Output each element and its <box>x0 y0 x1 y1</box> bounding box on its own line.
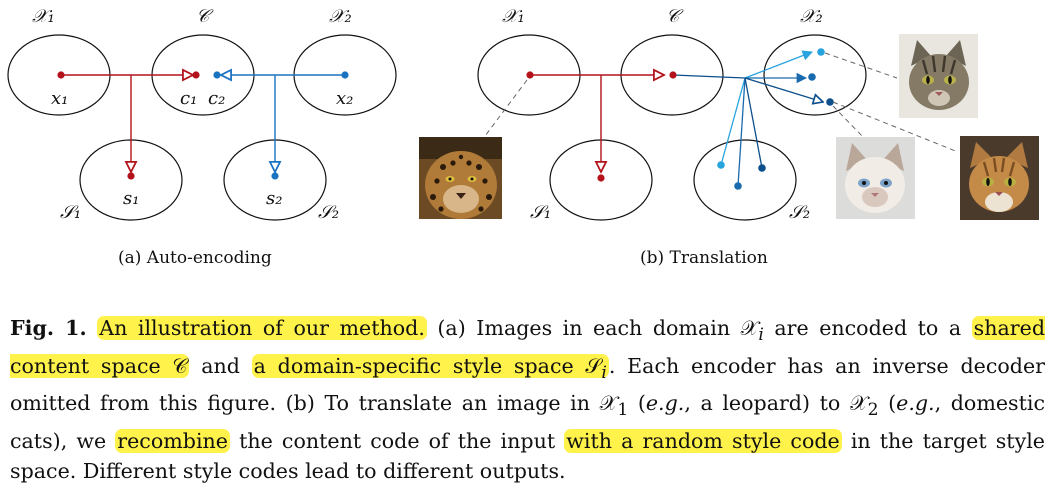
x1-space-label: 𝒳₁ <box>32 6 55 27</box>
x2-space-label-b: 𝒳₂ <box>800 6 823 27</box>
style-code-2-point <box>734 182 742 190</box>
cat3-leader-line <box>832 101 959 153</box>
leopard-image <box>419 137 502 219</box>
caption-eg: e.g. <box>896 391 935 416</box>
c1-point-label: c₁ <box>180 88 197 109</box>
style-code-2-line <box>737 77 746 187</box>
figure-label: Fig. 1. <box>10 316 87 340</box>
figure-caption: Fig. 1. An illustration of our method. (… <box>10 313 1045 485</box>
caption-text: in the target style space. Different sty… <box>10 428 1045 484</box>
highlight-recombine: recombine <box>115 428 230 453</box>
caption-text: . Each encoder has an inverse decoder om… <box>10 353 1045 416</box>
x2-point <box>341 71 349 79</box>
caption-text: (a) Images in each domain 𝒳 <box>426 316 759 340</box>
s2-space-label-b: 𝒮₂ <box>789 202 810 223</box>
caption-text: are encoded to a <box>763 316 972 340</box>
s1-point <box>127 172 135 180</box>
s1-space-label-b: 𝒮₁ <box>530 202 551 223</box>
content-to-decoder-line <box>672 74 746 79</box>
orange-tabby-cat-image <box>960 136 1039 220</box>
subcaption-b: (b) Translation <box>640 248 768 268</box>
x2-space-label: 𝒳₂ <box>329 6 352 27</box>
c2-point <box>213 71 221 79</box>
style-code-3-point <box>758 164 766 172</box>
style-code-1-point <box>717 161 725 169</box>
caption-sub: 2 <box>867 400 879 421</box>
panel-a: 𝒳₁ 𝒞 𝒳₂ 𝒮₁ 𝒮₂ x₁ c₁ c₂ x₂ s₁ s₂ (a) Auto… <box>7 6 397 268</box>
output-3-arrow <box>744 77 823 102</box>
x2-space-ellipse-b <box>763 34 867 116</box>
content-space-label: 𝒞 <box>196 6 214 27</box>
c1-point <box>192 71 200 79</box>
output-1-point <box>817 48 825 56</box>
x1-point <box>57 71 65 79</box>
content-space-label-b: 𝒞 <box>666 6 684 27</box>
output-2-point <box>808 73 816 81</box>
content-point-b <box>669 71 677 79</box>
s2-space-label: 𝒮₂ <box>318 202 339 223</box>
s1-point-label: s₁ <box>123 188 139 209</box>
c2-point-label: c₂ <box>208 88 225 109</box>
style-code-3-line <box>744 77 763 169</box>
leopard-leader-line <box>481 79 528 141</box>
output-1-arrow <box>744 50 813 79</box>
s2-space-ellipse-b <box>693 139 797 221</box>
method-figure: 𝒳₁ 𝒞 𝒳₂ 𝒮₁ 𝒮₂ x₁ c₁ c₂ x₂ s₁ s₂ (a) Auto… <box>7 6 1039 268</box>
x2-point-label: x₂ <box>336 88 353 109</box>
caption-text: and <box>189 353 252 378</box>
caption-text: ( <box>878 391 897 416</box>
caption-sub: i <box>758 325 764 346</box>
caption-text: , a leopard) to 𝒳 <box>684 391 868 416</box>
subcaption-a: (a) Auto-encoding <box>118 248 272 268</box>
caption-text: , domestic cats), we <box>10 391 1045 453</box>
s1-point-b <box>597 174 605 182</box>
cat1-leader-line <box>824 52 898 79</box>
highlight-method: An illustration of our method. <box>97 316 427 340</box>
caption-sub: 1 <box>617 400 629 421</box>
s2-point-label: s₂ <box>266 188 282 209</box>
highlight-random-style: with a random style code <box>564 428 842 453</box>
caption-text: ( <box>628 391 646 416</box>
x1-point-b <box>526 71 534 79</box>
tabby-cat-image <box>899 34 978 118</box>
caption-text: the content code of the input <box>229 428 565 453</box>
siamese-cat-image <box>836 137 915 219</box>
x1-space-label-b: 𝒳₁ <box>502 6 525 27</box>
caption-eg: e.g. <box>645 391 685 416</box>
style-code-1-line <box>720 77 746 166</box>
highlight-style-space: a domain-specific style space 𝒮i <box>251 353 609 383</box>
s1-space-label: 𝒮₁ <box>60 202 81 223</box>
s2-point <box>271 172 279 180</box>
output-3-point <box>826 98 834 106</box>
x1-point-label: x₁ <box>51 88 68 109</box>
cat2-leader-line <box>832 105 867 141</box>
